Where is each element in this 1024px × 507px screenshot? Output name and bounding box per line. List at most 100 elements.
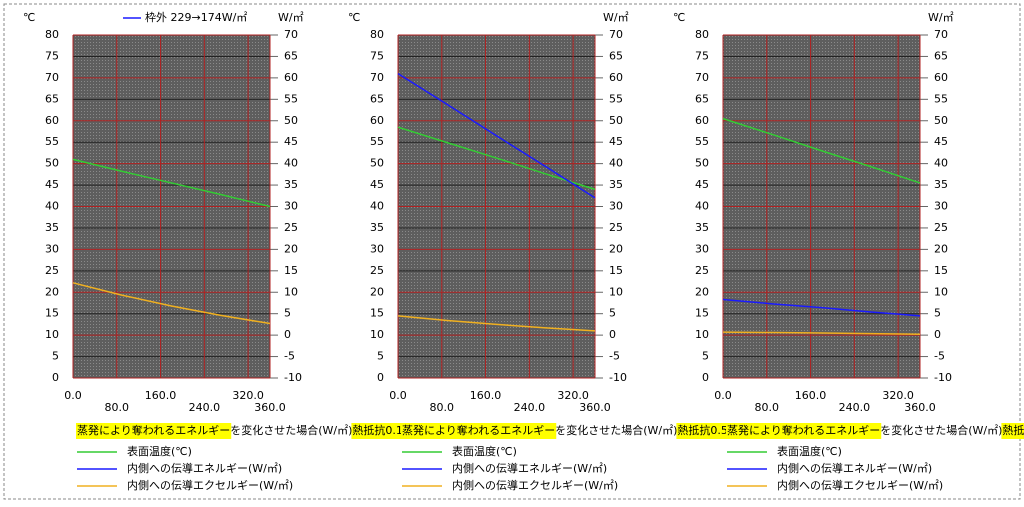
y2-tick-label: 55 [284,92,298,105]
legend-label: 内側への伝導エネルギー(W/㎡) [127,461,282,475]
y2-tick-label: 55 [934,92,948,105]
y2-tick-label: 0 [284,328,291,341]
y-axis-unit: ℃ [23,11,35,24]
y-tick-label: 25 [695,264,709,277]
y2-tick-label: -5 [934,350,945,363]
series-line [722,298,921,317]
y-tick-label: 70 [695,71,709,84]
y2-tick-label: 60 [934,71,948,84]
y-tick-label: 55 [695,135,709,148]
legend-label: 内側への伝導エクセルギー(W/㎡) [127,478,293,492]
y-tick-label: 30 [370,242,384,255]
y2-tick-label: -10 [284,371,302,384]
x-tick-label: 160.0 [795,389,827,402]
x-tick-label: 80.0 [430,401,455,414]
y-tick-label: 50 [695,157,709,170]
x-tick-label: 320.0 [882,389,914,402]
y2-tick-label: 15 [934,264,948,277]
y-tick-label: 20 [45,285,59,298]
caption: 蒸発により奪われるエネルギー [402,423,555,437]
x-tick-label: 80.0 [755,401,780,414]
legend-label: 内側への伝導エネルギー(W/㎡) [777,461,932,475]
y-tick-label: 15 [45,307,59,320]
y-tick-label: 70 [45,71,59,84]
y2-tick-label: 60 [284,71,298,84]
y2-tick-label: 10 [284,285,298,298]
y2-tick-label: 50 [609,114,623,127]
frame [3,3,1021,500]
x-tick-label: 240.0 [839,401,871,414]
y2-tick-label: 10 [934,285,948,298]
y-axis-unit: ℃ [348,11,360,24]
y2-tick-label: 30 [609,200,623,213]
caption: 蒸発により奪われるエネルギー [77,423,230,437]
caption: 熱抵抗4.0 [1002,423,1024,437]
y-tick-label: 80 [370,28,384,41]
y2-tick-label: 20 [934,242,948,255]
y2-axis-unit: W/㎡ [603,11,629,24]
y2-tick-label: 35 [284,178,298,191]
annotation: 枠外 229→174W/㎡ [145,10,247,24]
y2-axis-unit: W/㎡ [928,11,954,24]
y-tick-label: 40 [45,200,59,213]
caption-highlight [1001,423,1024,439]
y-tick-label: 55 [45,135,59,148]
y-tick-label: 10 [45,328,59,341]
y-tick-label: 35 [695,221,709,234]
y-tick-label: 55 [370,135,384,148]
legend-label: 内側への伝導エクセルギー(W/㎡) [452,478,618,492]
x-tick-label: 240.0 [189,401,221,414]
y-tick-label: 30 [45,242,59,255]
caption: 蒸発により奪われるエネルギー [727,423,880,437]
y2-tick-label: 40 [284,157,298,170]
y2-tick-label: 65 [934,49,948,62]
y2-tick-label: 10 [609,285,623,298]
y-tick-label: 10 [370,328,384,341]
y2-tick-label: 25 [284,221,298,234]
y-tick-label: 65 [45,92,59,105]
y-tick-label: 20 [370,285,384,298]
y-tick-label: 80 [45,28,59,41]
y2-tick-label: 40 [609,157,623,170]
caption-highlight [76,423,232,439]
x-tick-label: 160.0 [145,389,177,402]
y2-axis-unit: W/㎡ [278,11,304,24]
y-tick-label: 40 [695,200,709,213]
x-tick-label: 360.0 [579,401,611,414]
legend-label: 表面温度(℃) [127,444,192,458]
y-tick-label: 20 [695,285,709,298]
caption-highlight [401,423,557,439]
y-tick-label: 15 [695,307,709,320]
y2-tick-label: 25 [609,221,623,234]
y-axis-unit: ℃ [673,11,685,24]
y-tick-label: 35 [45,221,59,234]
x-tick-label: 360.0 [904,401,936,414]
series-line [72,282,271,325]
x-tick-label: 240.0 [514,401,546,414]
y-tick-label: 60 [370,114,384,127]
y-tick-label: 0 [52,371,59,384]
y-tick-label: 45 [695,178,709,191]
x-tick-label: 0.0 [64,389,82,402]
y2-tick-label: 60 [609,71,623,84]
y-tick-label: 45 [45,178,59,191]
y-tick-label: 30 [695,242,709,255]
y2-tick-label: -5 [609,350,620,363]
y2-tick-label: 55 [609,92,623,105]
y2-tick-label: 65 [609,49,623,62]
x-tick-label: 0.0 [714,389,732,402]
y2-tick-label: 50 [284,114,298,127]
y-tick-label: 25 [370,264,384,277]
y2-tick-label: 70 [934,28,948,41]
caption-highlight [726,423,882,439]
y-tick-label: 65 [695,92,709,105]
caption: を変化させた場合(W/㎡) [555,423,677,437]
y2-tick-label: -10 [609,371,627,384]
y-tick-label: 10 [695,328,709,341]
y-tick-label: 0 [702,371,709,384]
x-tick-label: 360.0 [254,401,286,414]
y2-tick-label: 35 [609,178,623,191]
y2-tick-label: 20 [284,242,298,255]
y-tick-label: 80 [695,28,709,41]
